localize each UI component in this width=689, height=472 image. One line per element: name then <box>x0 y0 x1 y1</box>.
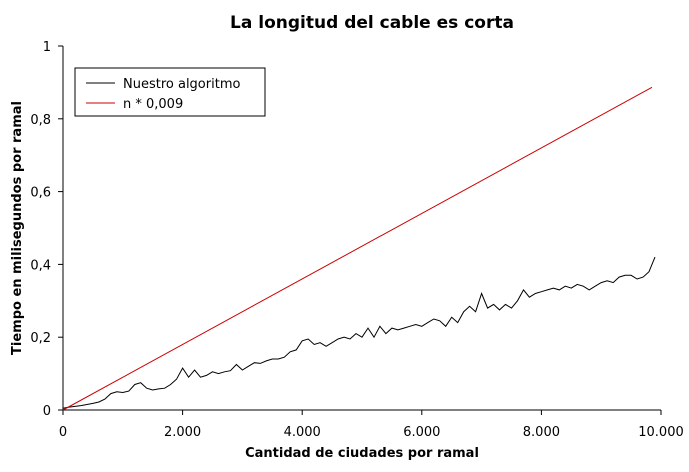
x-tick-label: 4.000 <box>284 425 321 440</box>
y-tick-label: 0 <box>43 404 51 419</box>
x-tick-label: 6.000 <box>403 425 440 440</box>
x-tick-label: 2.000 <box>164 425 201 440</box>
x-ticks: 0 2.000 4.000 6.000 8.000 10.000 <box>59 410 684 440</box>
legend-label-n-0009: n * 0,009 <box>123 97 183 112</box>
y-ticks: 0 0,2 0,4 0,6 0,8 1 <box>30 40 63 419</box>
series-line-nuestro-algoritmo <box>62 256 656 409</box>
x-axis-label: Cantidad de ciudades por ramal <box>245 446 479 461</box>
x-tick-label: 10.000 <box>638 425 684 440</box>
y-tick-label: 0,4 <box>30 258 51 273</box>
plot-area: 0 2.000 4.000 6.000 8.000 10.000 0 0,2 0,4 0,6 0,… <box>30 40 683 440</box>
x-tick-label: 0 <box>59 425 67 440</box>
legend: Nuestro algoritmo n * 0,009 <box>74 67 266 117</box>
y-tick-label: 1 <box>43 40 51 55</box>
series-layer <box>62 86 656 411</box>
x-tick-label: 8.000 <box>523 425 560 440</box>
y-tick-label: 0,6 <box>30 186 51 201</box>
y-axis-label: Tiempo en milisegundos por ramal <box>10 101 25 355</box>
legend-box <box>74 67 266 117</box>
series-line-n-0009 <box>62 86 653 411</box>
y-tick-label: 0,2 <box>30 331 51 346</box>
chart-title: La longitud del cable es corta <box>230 13 514 33</box>
y-tick-label: 0,8 <box>30 113 51 128</box>
legend-label-nuestro-algoritmo: Nuestro algoritmo <box>123 77 240 92</box>
